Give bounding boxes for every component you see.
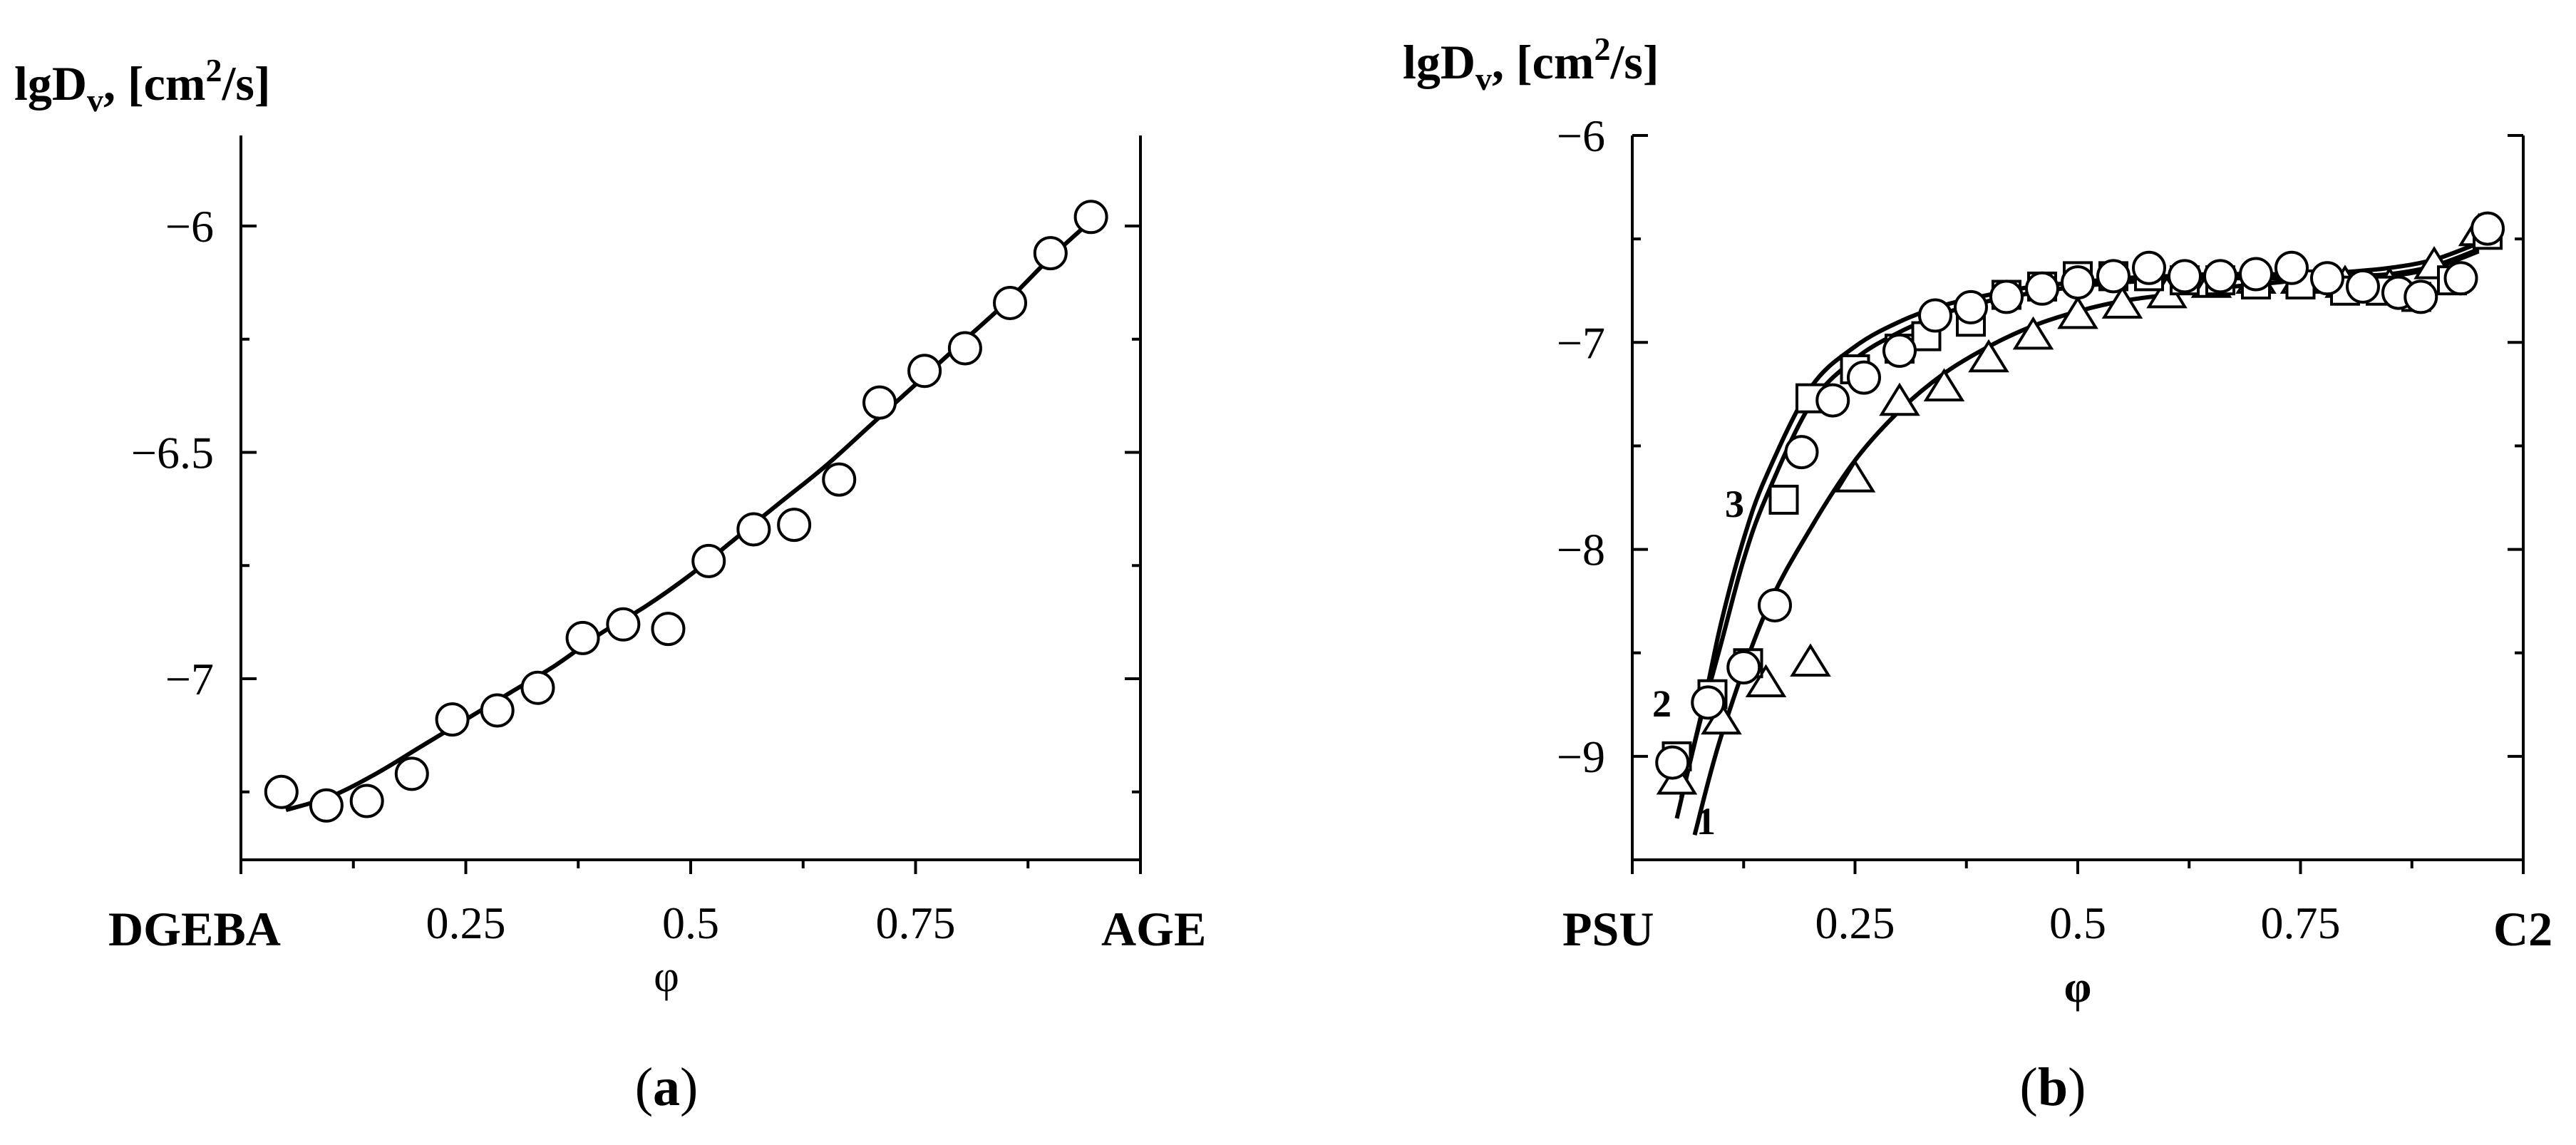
y-axis-label-a: lgDv, [cm2/s] xyxy=(14,52,270,118)
panel-label-a: (a) xyxy=(635,1057,699,1117)
data-point-circle xyxy=(1758,587,1792,622)
data-point-circle xyxy=(1847,360,1881,395)
data-point-triangle xyxy=(1968,339,2009,373)
data-points-a xyxy=(264,200,1108,823)
data-point-circle xyxy=(2025,271,2059,306)
chart-panel-a: lgDv, [cm2/s] −6 −6.5 −7 0.25 0.5 0.75 D… xyxy=(14,52,1206,1117)
data-point-circle xyxy=(1784,435,1819,470)
chart-panel-b: lgDv, [cm2/s] −6 −7 −8 −9 0.25 0.5 0.75 … xyxy=(1403,31,2552,1117)
x-axis-label-b: φ xyxy=(2064,963,2092,1012)
x-end-label-b: C2 xyxy=(2493,902,2552,956)
data-point-circle xyxy=(2203,259,2237,294)
data-point-circle xyxy=(993,285,1028,320)
fit-curve-2 xyxy=(1674,247,2480,819)
y-tick-label-b-1: −7 xyxy=(1557,317,1605,368)
fit-curve-fit xyxy=(285,215,1097,813)
y-tick-label-a-1: −6.5 xyxy=(131,428,214,478)
data-point-circle xyxy=(2404,279,2438,314)
data-point-circle xyxy=(2061,265,2095,300)
data-point-triangle xyxy=(1745,664,1787,698)
data-point-triangle xyxy=(1923,368,1965,401)
data-point-triangle xyxy=(1790,643,1831,677)
data-point-circle xyxy=(520,670,555,705)
data-point-circle xyxy=(947,331,982,366)
data-point-circle xyxy=(565,620,600,655)
x-tick-label-b-1: 0.5 xyxy=(2049,898,2106,948)
data-point-triangle xyxy=(1879,382,1920,416)
data-point-circle xyxy=(862,385,897,420)
x-tick-label-a-0: 0.25 xyxy=(426,898,506,948)
y-axis-label-b: lgDv, [cm2/s] xyxy=(1403,31,1659,97)
data-point-circle xyxy=(606,607,641,642)
data-point-circle xyxy=(309,788,344,823)
x-tick-label-b-2: 0.75 xyxy=(2261,898,2341,948)
data-point-circle xyxy=(2274,250,2309,285)
data-point-circle xyxy=(651,612,686,647)
y-tick-label-b-2: −8 xyxy=(1557,525,1605,575)
x-tick-label-b-0: 0.25 xyxy=(1815,898,1895,948)
data-point-circle xyxy=(435,702,470,737)
data-point-circle xyxy=(1882,333,1917,368)
x-end-label-a: AGE xyxy=(1101,902,1206,956)
data-point-circle xyxy=(736,512,771,547)
data-point-circle xyxy=(2443,261,2478,296)
data-point-square xyxy=(1768,484,1799,515)
curve-label-1: 1 xyxy=(1696,800,1716,843)
data-point-circle xyxy=(777,508,812,543)
panel-label-b: (b) xyxy=(2020,1057,2086,1117)
data-points-b xyxy=(1655,211,2505,795)
data-point-circle xyxy=(349,784,384,818)
data-point-circle xyxy=(2346,269,2380,304)
fit-curves-b xyxy=(1674,241,2480,836)
data-point-triangle xyxy=(1834,459,1876,493)
data-point-circle xyxy=(2096,259,2131,294)
data-point-circle xyxy=(2239,257,2273,292)
ticks-a xyxy=(239,225,1142,874)
data-point-circle xyxy=(1815,383,1850,418)
data-point-circle xyxy=(394,756,429,791)
y-tick-label-b-3: −9 xyxy=(1557,731,1605,782)
data-point-circle xyxy=(1989,279,2024,314)
data-point-circle xyxy=(2471,211,2505,246)
y-tick-label-b-0: −6 xyxy=(1557,111,1605,161)
data-point-circle xyxy=(480,693,515,728)
data-point-circle xyxy=(1033,236,1068,271)
data-point-circle xyxy=(907,354,942,389)
data-point-triangle xyxy=(2101,285,2143,319)
data-point-circle xyxy=(2310,261,2344,296)
x-tick-label-a-2: 0.75 xyxy=(876,898,956,948)
curve-label-3: 3 xyxy=(1725,483,1744,525)
data-point-circle xyxy=(1954,289,1988,324)
x-tick-label-a-1: 0.5 xyxy=(662,898,719,948)
data-point-circle xyxy=(822,462,857,497)
fit-curve-1 xyxy=(1692,249,2480,836)
data-point-circle xyxy=(1918,298,1952,333)
data-point-triangle xyxy=(2057,295,2098,329)
fit-curves-a xyxy=(285,215,1097,813)
data-point-circle xyxy=(691,543,726,578)
x-axis-label-a: φ xyxy=(654,953,679,1001)
x-start-label-b: PSU xyxy=(1562,902,1654,956)
curve-label-2: 2 xyxy=(1652,682,1671,725)
ticks-b xyxy=(1631,134,2525,874)
data-point-circle xyxy=(1691,685,1726,720)
y-tick-label-a-0: −6 xyxy=(165,201,214,252)
data-point-circle xyxy=(264,774,299,809)
data-point-triangle xyxy=(2012,316,2054,350)
data-point-circle xyxy=(2168,259,2202,294)
data-point-circle xyxy=(2132,250,2166,285)
y-tick-label-a-2: −7 xyxy=(165,654,214,704)
data-point-circle xyxy=(1655,745,1690,780)
x-start-label-a: DGEBA xyxy=(108,902,281,956)
data-point-circle xyxy=(1073,200,1108,235)
data-point-circle xyxy=(1726,650,1761,685)
